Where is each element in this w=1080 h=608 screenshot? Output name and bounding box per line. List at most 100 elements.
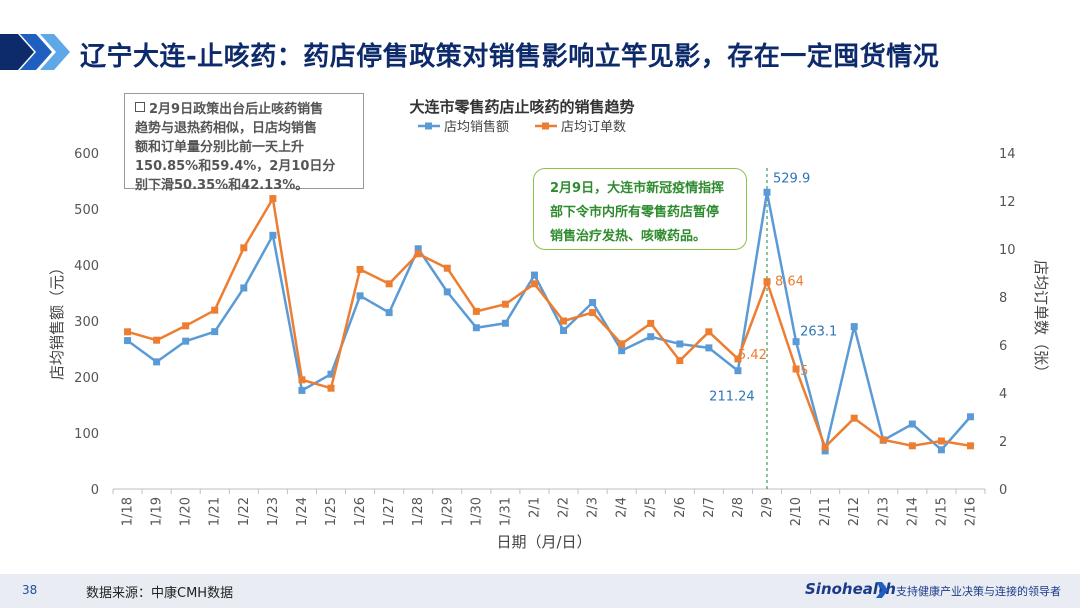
sales-point — [153, 358, 161, 366]
bullet-square-icon — [135, 102, 145, 112]
sales-point — [908, 420, 916, 428]
y-tick-label: 200 — [74, 371, 99, 386]
orders-point — [414, 250, 422, 258]
orders-point — [240, 244, 248, 252]
x-tick-label: 1/19 — [150, 497, 165, 526]
brand-logo-icon — [876, 582, 888, 598]
x-tick-label: 1/20 — [179, 497, 194, 526]
sales-point — [240, 284, 248, 292]
sales-point — [182, 337, 190, 345]
orders-point — [879, 436, 887, 444]
orders-point — [821, 443, 829, 451]
orders-point — [763, 278, 771, 286]
footer: 38 数据来源：中康CMH数据 Sinohealth 支持健康产业决策与连接的领… — [0, 574, 1080, 608]
x-tick-label: 2/15 — [934, 497, 949, 526]
sales-point — [647, 333, 655, 341]
sales-point — [211, 328, 219, 336]
data-label: 529.9 — [773, 171, 810, 186]
title-chevron-icon — [0, 34, 70, 70]
event-line-2: 部下令市内所有零售药店暂停 — [550, 205, 720, 220]
orders-point — [937, 437, 945, 445]
orders-point — [705, 328, 713, 336]
sales-point — [385, 309, 393, 317]
x-tick-label: 2/10 — [789, 497, 804, 526]
chart-title: 大连市零售药店止咳药的销售趋势 — [409, 98, 634, 116]
y-tick-label: 300 — [74, 315, 99, 330]
y-tick-label: 0 — [91, 483, 99, 498]
x-tick-label: 1/24 — [295, 497, 310, 526]
y-tick-label: 400 — [74, 259, 99, 274]
orders-point — [734, 355, 742, 363]
x-tick-label: 2/9 — [760, 497, 775, 518]
y-tick-label: 500 — [74, 203, 99, 218]
x-tick-label: 1/31 — [498, 497, 513, 526]
x-tick-label: 2/2 — [557, 497, 572, 518]
slogan: 支持健康产业决策与连接的领导者 — [896, 585, 1061, 598]
sales-point — [472, 324, 480, 332]
y2-tick-label: 8 — [999, 291, 1007, 306]
orders-point — [676, 357, 684, 365]
data-label: 263.1 — [800, 325, 837, 340]
orders-point — [850, 414, 858, 422]
sales-point — [327, 370, 335, 378]
y2-tick-label: 0 — [999, 483, 1007, 498]
sales-point — [705, 344, 713, 352]
x-tick-label: 1/21 — [208, 497, 223, 526]
orders-point — [908, 442, 916, 450]
x-axis-title: 日期（月/日） — [496, 533, 591, 551]
y2-tick-label: 6 — [999, 339, 1007, 354]
orders-point — [269, 195, 277, 203]
data-source: 数据来源：中康CMH数据 — [86, 586, 234, 601]
orders-point — [385, 280, 393, 288]
event-callout: 2月9日，大连市新冠疫情指挥 部下令市内所有零售药店暂停 销售治疗发热、咳嗽药品… — [533, 168, 747, 250]
sales-point — [356, 292, 364, 300]
orders-point — [182, 322, 190, 330]
orders-point — [153, 336, 161, 344]
event-line-1: 2月9日，大连市新冠疫情指挥 — [550, 181, 725, 196]
sales-point — [530, 271, 538, 279]
note-line-5: 别下滑50.35%和42.13%。 — [135, 178, 309, 193]
x-tick-label: 1/29 — [440, 497, 455, 526]
orders-point — [589, 309, 597, 317]
x-tick-label: 2/11 — [818, 497, 833, 526]
sales-point — [414, 245, 422, 253]
orders-point — [356, 265, 364, 273]
sales-point — [589, 299, 597, 307]
note-line-2: 趋势与退热药相似，日店均销售 — [135, 121, 318, 136]
orders-point — [211, 306, 219, 314]
sales-point — [734, 367, 742, 375]
y2-tick-label: 14 — [999, 147, 1016, 162]
orders-point — [472, 307, 480, 315]
sales-point — [792, 338, 800, 346]
orders-point — [647, 319, 655, 327]
page-number: 38 — [22, 583, 38, 597]
orders-point — [327, 384, 335, 392]
y-tick-label: 100 — [74, 427, 99, 442]
orders-point — [443, 264, 451, 272]
x-tick-label: 2/4 — [615, 497, 630, 518]
legend: 店均销售额 店均订单数 — [418, 119, 626, 135]
note-box: 2月9日政策出台后止咳药销售 趋势与退热药相似，日店均销售 额和订单量分别比前一… — [124, 93, 364, 193]
sales-point — [618, 347, 626, 355]
sales-point — [298, 386, 306, 394]
x-tick-label: 1/25 — [324, 497, 339, 526]
y2-tick-label: 4 — [999, 387, 1007, 402]
x-tick-label: 1/30 — [469, 497, 484, 526]
x-tick-label: 2/7 — [702, 497, 717, 518]
x-tick-label: 2/1 — [527, 497, 542, 518]
orders-point — [298, 376, 306, 384]
x-tick-label: 2/8 — [731, 497, 746, 518]
orders-point — [792, 365, 800, 373]
y-axis-title: 店均销售额（元） — [48, 260, 66, 380]
orders-series-line — [127, 197, 971, 449]
note-line-4: 150.85%和59.4%，2月10日分 — [135, 159, 336, 174]
line-chart: 大连市零售药店止咳药的销售趋势 店均销售额 店均订单数 010020030040… — [48, 98, 1050, 551]
sales-point — [124, 337, 132, 345]
x-tick-label: 1/23 — [266, 497, 281, 526]
y2-tick-label: 12 — [999, 195, 1016, 210]
x-tick-label: 1/28 — [411, 497, 426, 526]
sales-point — [501, 319, 509, 327]
y-tick-label: 600 — [74, 147, 99, 162]
orders-point — [124, 328, 132, 336]
note-line-3: 额和订单量分别比前一天上升 — [135, 140, 305, 155]
